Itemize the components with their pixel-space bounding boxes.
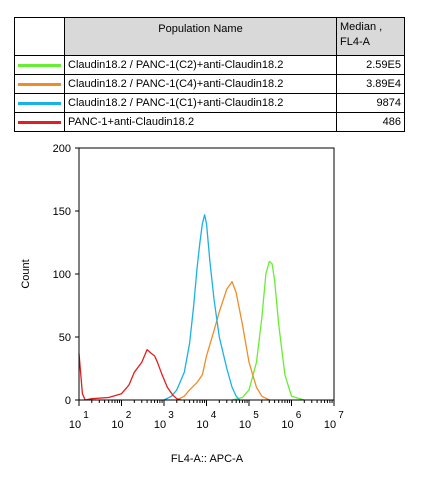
legend-swatch-c2 bbox=[18, 63, 61, 67]
legend-population-name: Claudin18.2 / PANC-1(C4)+anti-Claudin18.… bbox=[64, 74, 337, 94]
x-tick-exponent: 5 bbox=[253, 410, 259, 421]
legend-swatch-c4 bbox=[18, 82, 61, 86]
x-tick-exponent: 7 bbox=[338, 410, 344, 421]
legend-median-value: 3.89E4 bbox=[336, 74, 405, 94]
legend-row: Claudin18.2 / PANC-1(C4)+anti-Claudin18.… bbox=[14, 74, 405, 94]
legend-median-value: 2.59E5 bbox=[336, 55, 405, 75]
legend-swatch-panc1 bbox=[18, 120, 61, 124]
x-tick-exponent: 2 bbox=[126, 410, 132, 421]
y-tick-label: 0 bbox=[65, 395, 71, 407]
x-axis-label: FL4-A:: APC-A bbox=[171, 453, 244, 465]
x-tick-exponent: 1 bbox=[83, 410, 89, 421]
x-tick-label: 10 bbox=[239, 419, 251, 431]
x-tick-exponent: 3 bbox=[168, 410, 174, 421]
legend-swatch-header bbox=[14, 17, 65, 56]
x-tick-exponent: 4 bbox=[211, 410, 217, 421]
x-tick-label: 10 bbox=[154, 419, 166, 431]
x-tick-label: 10 bbox=[69, 419, 81, 431]
legend-population-name: PANC-1+anti-Claudin18.2 bbox=[64, 112, 337, 132]
series-line-3 bbox=[163, 214, 241, 401]
series-line-2 bbox=[176, 280, 270, 401]
x-tick-label: 10 bbox=[111, 419, 123, 431]
x-tick-label: 10 bbox=[281, 419, 293, 431]
legend-row: Claudin18.2 / PANC-1(C1)+anti-Claudin18.… bbox=[14, 93, 405, 113]
y-axis-label: Count bbox=[20, 259, 32, 288]
series-line-4 bbox=[78, 348, 182, 401]
legend-median-value: 486 bbox=[336, 112, 405, 132]
series-layer bbox=[78, 214, 305, 401]
y-tick-label: 50 bbox=[59, 332, 71, 344]
x-tick-label: 10 bbox=[196, 419, 208, 431]
legend-swatch-c1 bbox=[18, 101, 61, 105]
series-line-1 bbox=[231, 260, 305, 401]
y-axis: 0 50 100 150 200 bbox=[53, 143, 79, 407]
legend-row: PANC-1+anti-Claudin18.2 486 bbox=[14, 112, 405, 132]
legend-row: Claudin18.2 / PANC-1(C2)+anti-Claudin18.… bbox=[14, 55, 405, 75]
legend-population-name: Claudin18.2 / PANC-1(C1)+anti-Claudin18.… bbox=[64, 93, 337, 113]
legend-population-name: Claudin18.2 / PANC-1(C2)+anti-Claudin18.… bbox=[64, 55, 337, 75]
x-tick-exponent: 6 bbox=[296, 410, 302, 421]
plot-frame bbox=[78, 147, 335, 401]
median-header: Median , FL4-A bbox=[336, 17, 405, 56]
legend-table: Population Name Median , FL4-A Claudin18… bbox=[14, 17, 405, 132]
y-tick-label: 200 bbox=[53, 143, 71, 155]
y-tick-label: 150 bbox=[53, 206, 71, 218]
y-tick-label: 100 bbox=[53, 269, 71, 281]
x-tick-label: 10 bbox=[324, 419, 336, 431]
